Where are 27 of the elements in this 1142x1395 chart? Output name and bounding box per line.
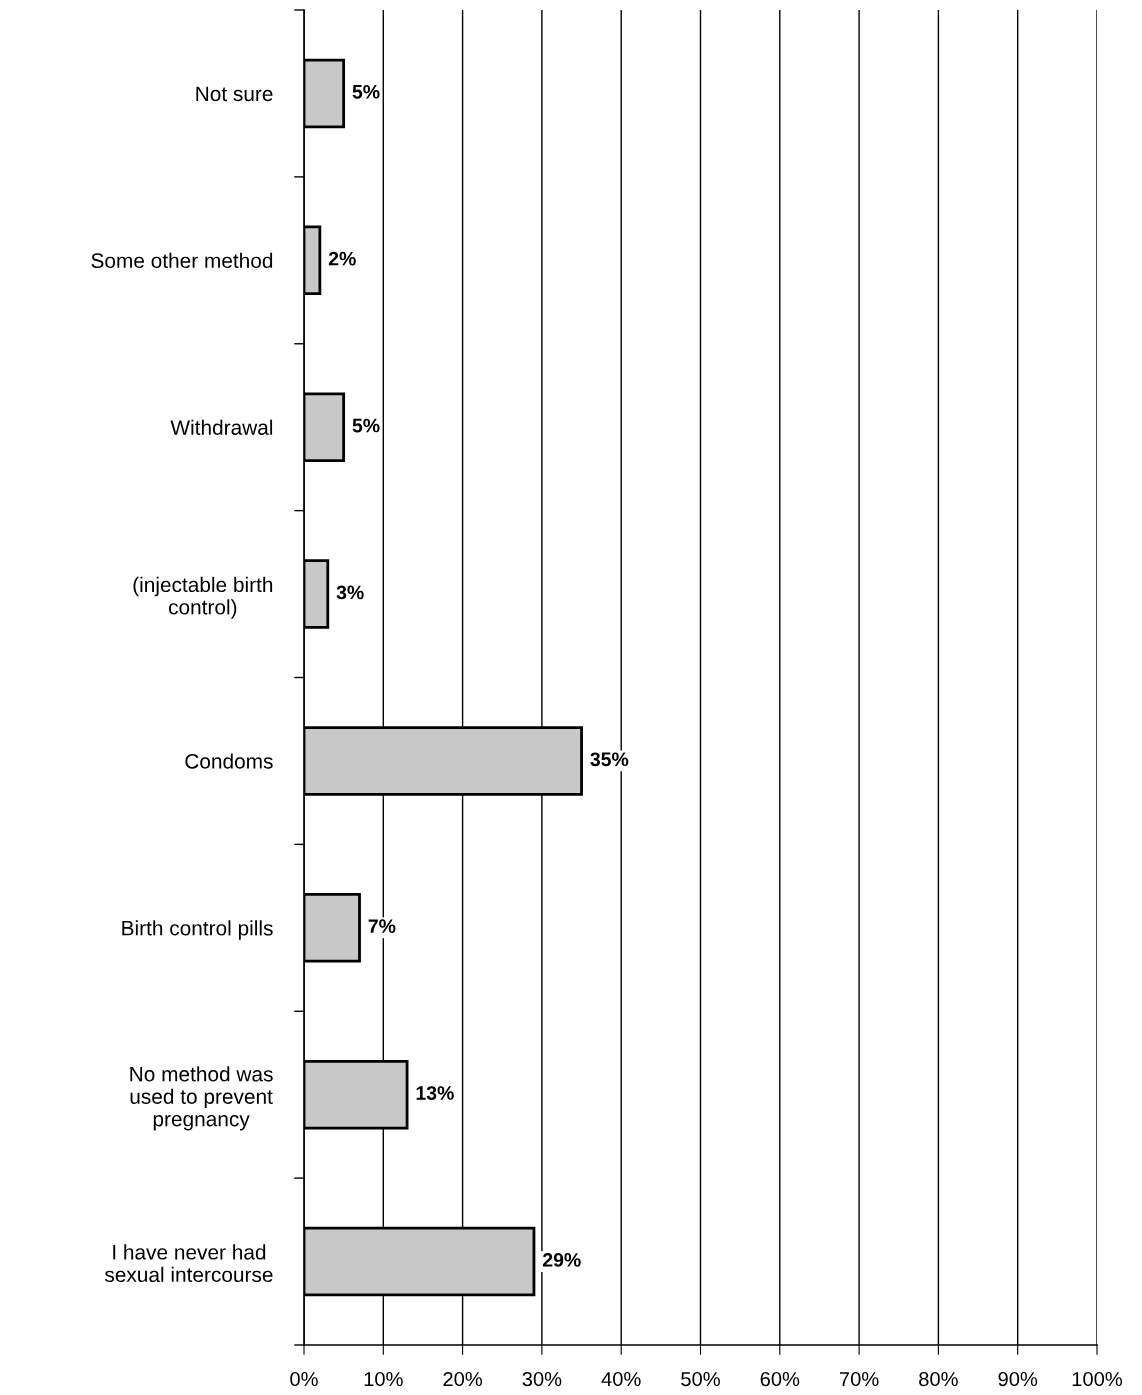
x-tick-label: 20% [443, 1371, 483, 1387]
y-tick-label: Withdrawal [170, 419, 273, 435]
data-label: 5% [352, 84, 380, 99]
x-tick-label: 70% [839, 1371, 879, 1387]
data-label: 35% [590, 752, 629, 767]
y-tick-label: I have never had sexual intercourse [104, 1244, 273, 1283]
x-tick-label: 40% [601, 1371, 641, 1387]
x-tick-label: 80% [919, 1371, 958, 1387]
y-tick-label: (injectable birth control) [133, 576, 273, 619]
y-tick-label: Birth control pills [122, 920, 273, 940]
data-label: 5% [352, 418, 380, 433]
x-tick-label: 0% [290, 1371, 318, 1387]
y-tick-label: Condoms [185, 753, 273, 769]
data-label: 3% [336, 585, 364, 600]
x-tick-label: 10% [364, 1371, 403, 1387]
data-label: 29% [542, 1253, 581, 1267]
x-tick-label: 60% [760, 1371, 800, 1387]
y-tick-label: No method was used to prevent pregnancy [130, 1066, 273, 1131]
x-tick-label: 90% [998, 1371, 1038, 1387]
y-tick-label: Not sure [196, 86, 273, 102]
data-label: 13% [416, 1086, 454, 1100]
data-label: 2% [328, 251, 356, 266]
x-tick-label: 100% [1072, 1371, 1123, 1387]
x-tick-label: 50% [681, 1371, 720, 1387]
data-label: 7% [368, 919, 396, 933]
y-tick-label: Some other method [91, 252, 273, 269]
x-tick-label: 30% [522, 1371, 562, 1387]
